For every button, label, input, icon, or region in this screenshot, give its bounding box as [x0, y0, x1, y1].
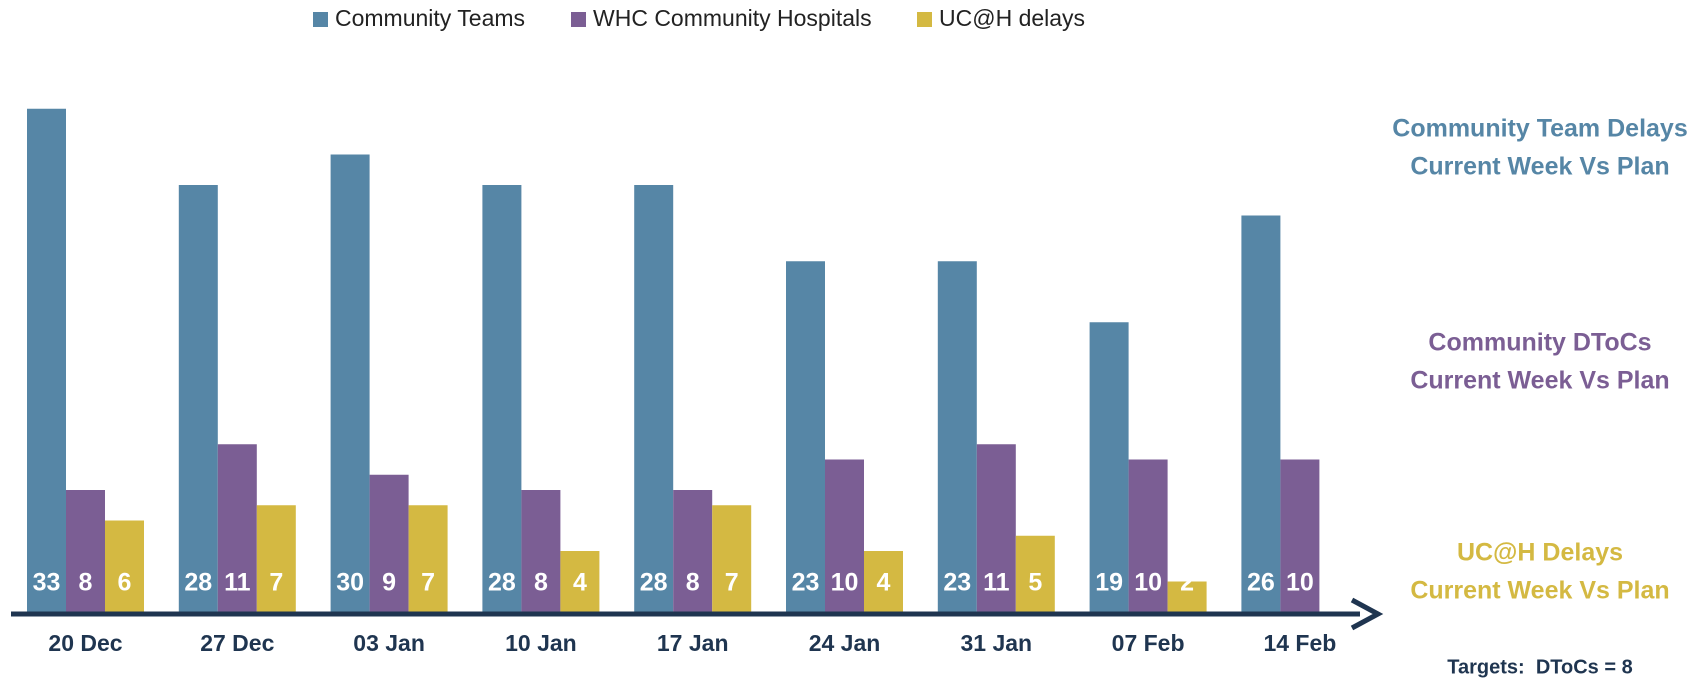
value-label: 2: [1180, 569, 1194, 597]
annotation: Current Week Vs Plan: [1410, 367, 1669, 395]
bar: [1089, 322, 1129, 612]
value-label: 8: [79, 569, 93, 597]
bar: [560, 551, 600, 612]
value-label: 28: [184, 569, 212, 597]
value-label: 8: [534, 569, 548, 597]
bar: [712, 505, 752, 612]
legend-swatch: [313, 12, 328, 27]
bar: [256, 505, 296, 612]
value-label: 28: [640, 569, 668, 597]
value-label: 26: [1247, 569, 1275, 597]
x-tick-label: 17 Jan: [657, 630, 729, 656]
bar: [105, 520, 144, 612]
value-label: 23: [792, 569, 820, 597]
value-label: 33: [33, 569, 61, 597]
value-label: 30: [336, 569, 364, 597]
annotation: Community Team Delays: [1392, 115, 1687, 143]
value-label: 28: [488, 569, 516, 597]
value-label: 11: [224, 569, 251, 597]
value-label: 10: [831, 569, 859, 597]
axis-arrowhead: [1350, 597, 1384, 631]
bar: [976, 444, 1016, 612]
bar: [178, 185, 218, 612]
bar: [482, 185, 522, 612]
value-label: 5: [1028, 569, 1042, 597]
targets-note: Targets: DToCs = 8: [1447, 656, 1632, 678]
value-label: 7: [269, 569, 283, 597]
bar: [330, 154, 370, 612]
bar: [408, 505, 448, 612]
x-tick-label: 03 Jan: [353, 630, 425, 656]
bar: [66, 490, 105, 612]
bar: [27, 108, 66, 612]
bar: [1280, 459, 1320, 612]
x-tick-label: 10 Jan: [505, 630, 577, 656]
value-label: 19: [1095, 569, 1123, 597]
annotation: UC@H Delays: [1457, 539, 1623, 567]
value-label: 10: [1286, 569, 1314, 597]
bar: [217, 444, 257, 612]
x-tick-label: 20 Dec: [48, 630, 122, 656]
value-label: 4: [573, 569, 587, 597]
x-tick-label: 27 Dec: [200, 630, 274, 656]
bar: [937, 261, 977, 612]
bar: [825, 459, 864, 612]
value-label: 9: [382, 569, 396, 597]
annotation: Current Week Vs Plan: [1410, 577, 1669, 605]
legend-label: UC@H delays: [939, 5, 1085, 31]
value-label: 23: [943, 569, 971, 597]
bar: [1167, 581, 1207, 612]
bar: [634, 185, 674, 612]
legend-swatch: [571, 12, 586, 27]
bar: [369, 474, 409, 612]
x-tick-label: 31 Jan: [960, 630, 1032, 656]
x-tick-label: 24 Jan: [809, 630, 881, 656]
value-label: 4: [877, 569, 891, 597]
bar: [1241, 215, 1281, 612]
bar: [1015, 535, 1055, 612]
bar: [786, 261, 825, 612]
bar: [864, 551, 903, 612]
value-label: 8: [686, 569, 700, 597]
value-label: 11: [983, 569, 1010, 597]
x-tick-label: 07 Feb: [1112, 630, 1185, 656]
bar: [521, 490, 561, 612]
legend-swatch: [917, 12, 932, 27]
value-label: 10: [1134, 569, 1162, 597]
legend-label: WHC Community Hospitals: [593, 5, 872, 31]
bar: [1128, 459, 1168, 612]
value-label: 6: [118, 569, 132, 597]
annotation: Community DToCs: [1428, 329, 1651, 357]
bar: [673, 490, 713, 612]
annotation: Current Week Vs Plan: [1410, 153, 1669, 181]
legend-label: Community Teams: [335, 5, 525, 31]
value-label: 7: [725, 569, 739, 597]
value-label: 7: [421, 569, 435, 597]
x-tick-label: 14 Feb: [1263, 630, 1336, 656]
